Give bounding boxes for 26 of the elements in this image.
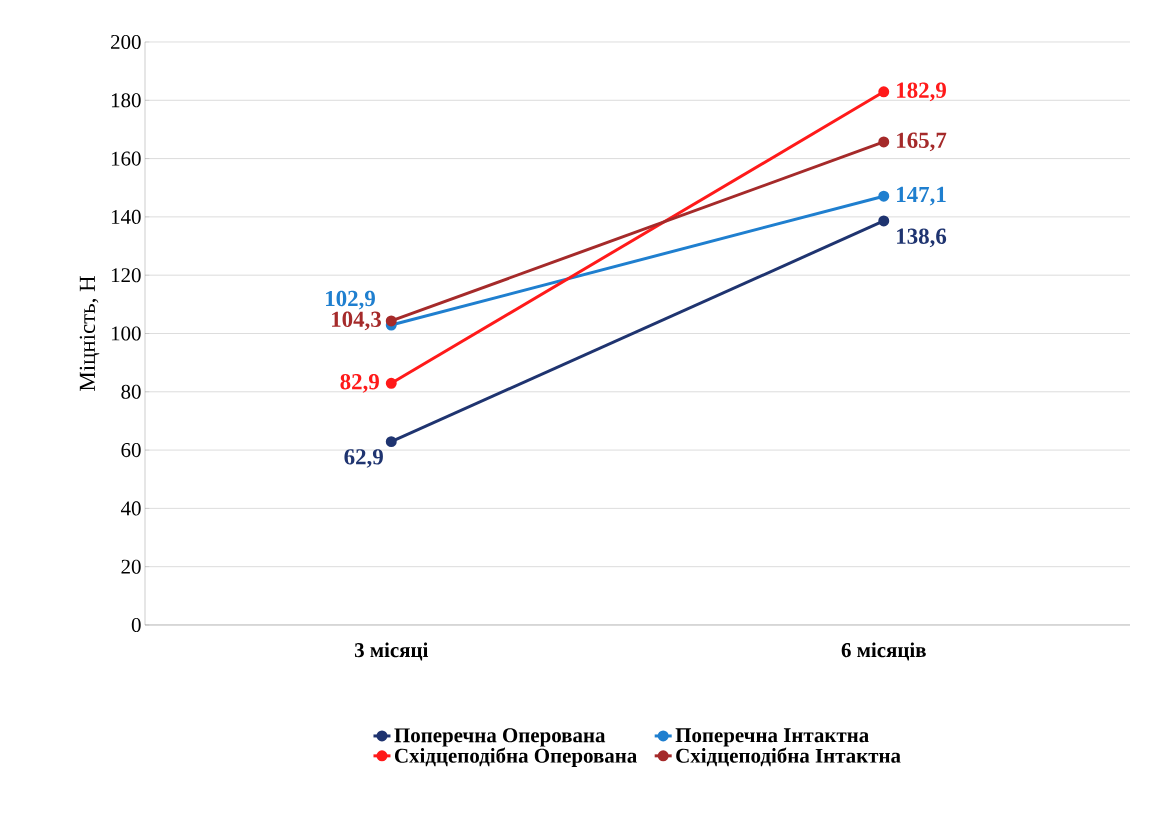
x-tick-label: 6 місяців [841,642,926,661]
y-tick-label: 120 [111,268,141,283]
data-label: 182,9 [897,82,946,102]
data-label: 138,6 [897,228,947,248]
legend-label: Східцеподібна Оперована [394,747,637,768]
data-label: 147,1 [897,186,946,206]
y-tick-label: 0 [131,617,141,633]
y-tick-label: 80 [121,384,141,399]
data-label: 104,3 [332,311,381,331]
x-tick-label: 3 місяці [354,642,429,661]
data-label: 62,9 [344,449,383,468]
y-tick-label: 100 [111,326,141,341]
data-label: 165,7 [897,132,947,152]
y-tick-label: 60 [121,443,141,458]
legend-label: Поперечна Оперована [394,728,606,747]
y-axis-title: Міцність, Н [79,276,100,391]
y-tick-label: 20 [121,559,141,574]
legend-label: Поперечна Інтактна [675,728,869,747]
y-tick-label: 180 [111,93,141,108]
legend-label: Східцеподібна Інтактна [676,747,901,767]
y-tick-label: 40 [120,501,141,516]
y-tick-label: 200 [111,34,141,50]
y-tick-label: 140 [111,209,141,224]
data-label: 102,9 [326,290,375,310]
data-label: 82,9 [340,373,379,393]
y-tick-label: 160 [111,151,141,166]
